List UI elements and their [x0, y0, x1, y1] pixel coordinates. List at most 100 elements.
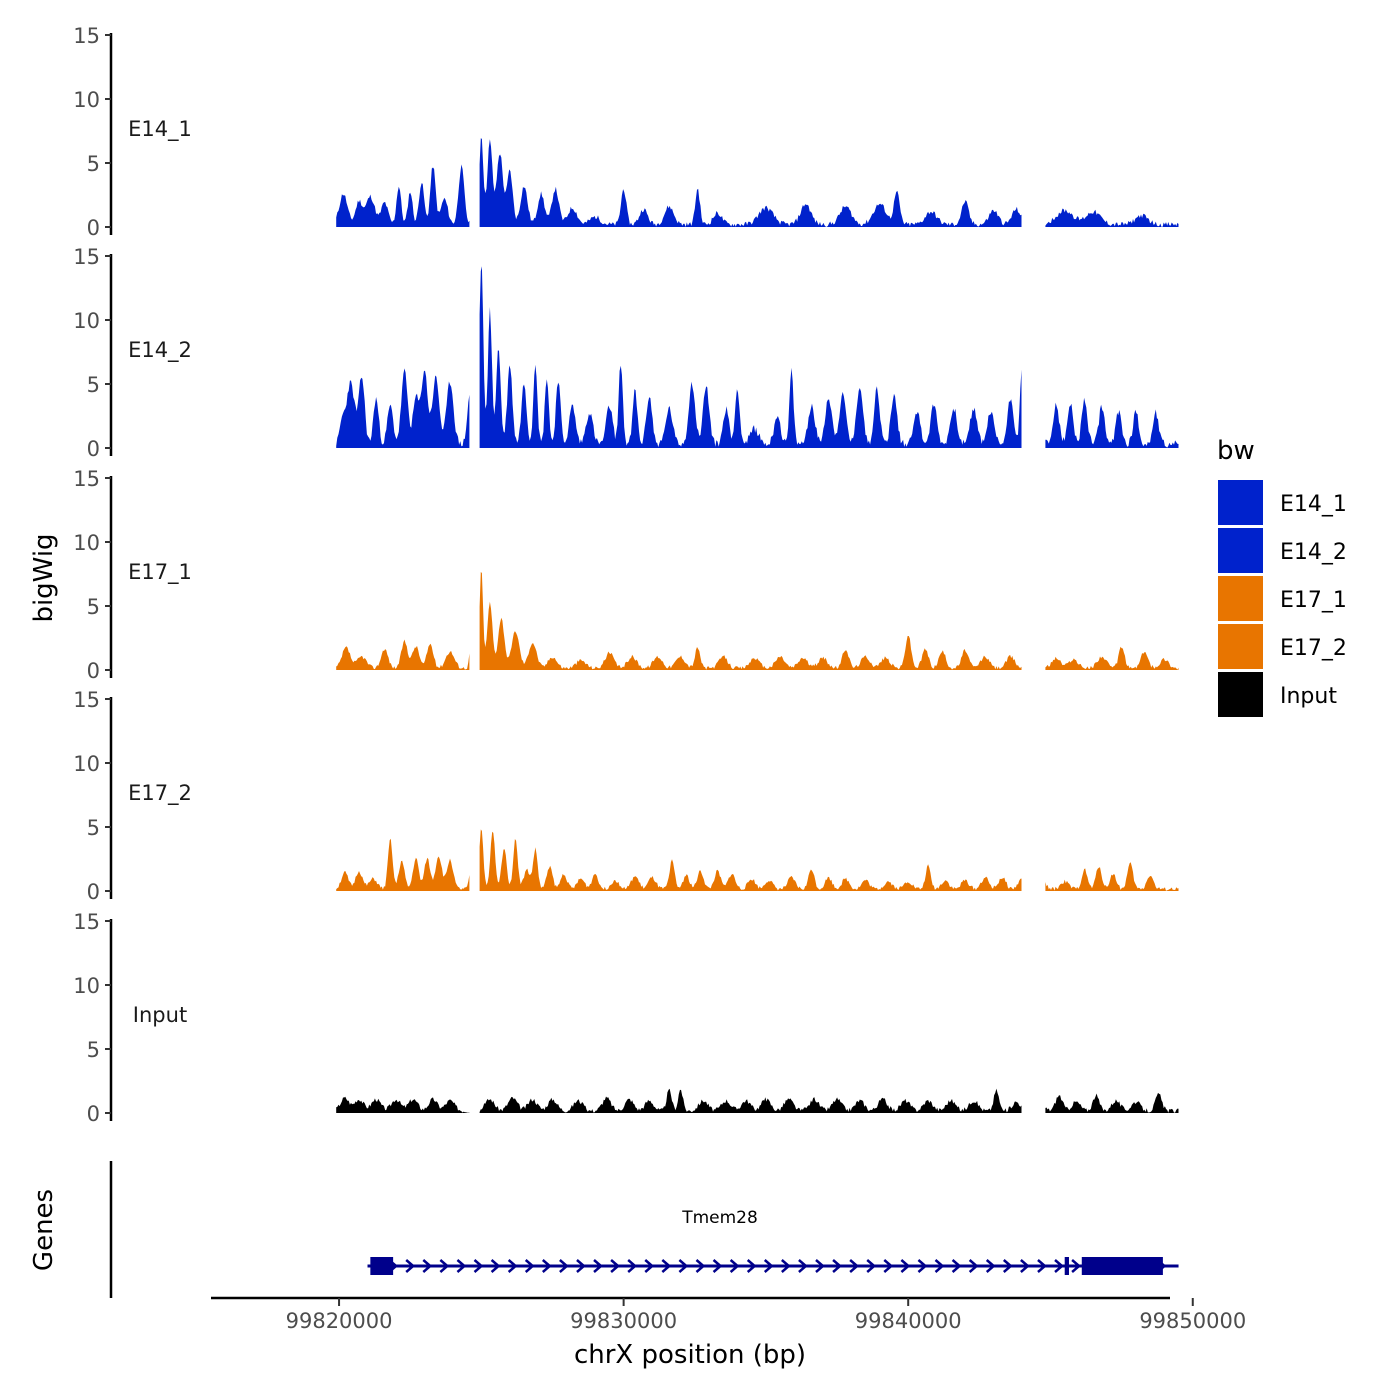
strand-arrow [576, 1259, 586, 1273]
x-axis: 99820000 99830000 99840000 99850000 chrX po… [211, 1296, 1246, 1370]
legend-swatch [1218, 480, 1263, 525]
legend-items: E14_1 E14_2 E17_1 E17_2 Input [1218, 480, 1347, 717]
strand-arrow [934, 1259, 945, 1273]
strand-arrow [746, 1259, 757, 1273]
legend-label: E17_1 [1280, 588, 1347, 613]
track-E17_2: 0 5 10 15 E17_2 [73, 688, 1179, 904]
signal-area-Input [336, 1096, 470, 1113]
legend-label: Input [1280, 684, 1337, 709]
strand-arrow [507, 1259, 518, 1273]
track-label: E17_1 [128, 560, 192, 585]
strand-arrow [524, 1259, 535, 1273]
strand-arrow [917, 1259, 928, 1273]
x-tick-label: 99830000 [570, 1309, 677, 1333]
gene-exon [370, 1257, 394, 1275]
signal-area-E17_1 [1045, 646, 1179, 670]
legend-item-Input: Input [1218, 672, 1337, 717]
legend-label: E17_2 [1280, 636, 1347, 661]
strand-arrow [644, 1259, 655, 1273]
strand-arrow [849, 1259, 860, 1273]
track-label: E14_2 [128, 338, 192, 363]
strand-arrow [405, 1259, 416, 1273]
strand-arrow [968, 1259, 979, 1273]
y-tick-label: 10 [73, 88, 100, 112]
y-tick-label: 15 [73, 467, 100, 491]
gene-panel: Genes Tmem28 [29, 1161, 1179, 1298]
track-Input: 0 5 10 15 Input [73, 910, 1179, 1126]
strand-arrow [541, 1259, 552, 1273]
strand-arrow [798, 1259, 808, 1273]
y-tick-label: 15 [73, 245, 100, 269]
signal-area-E14_2 [1045, 397, 1179, 448]
signal-area-E14_2 [479, 266, 1022, 448]
y-tick-label: 0 [87, 216, 100, 240]
signal-area-Input [479, 1088, 1022, 1113]
strand-arrow [712, 1259, 723, 1273]
legend-swatch [1218, 624, 1263, 669]
strand-arrow [456, 1259, 467, 1273]
y-tick-label: 10 [73, 531, 100, 555]
signal-area-E14_2 [336, 368, 470, 448]
x-axis-title: chrX position (bp) [574, 1340, 806, 1370]
track-panels: 0 5 10 15 E14_1 0 5 10 15 E14_2 0 5 10 15 E17_1 0 5 10 15 E… [73, 24, 1179, 1126]
signal-area-E17_1 [336, 639, 470, 670]
signal-area-E14_1 [479, 138, 1022, 227]
strand-arrow [900, 1259, 911, 1273]
strand-arrow [473, 1259, 484, 1273]
strand-arrow [695, 1259, 706, 1273]
signal-area-E14_1 [336, 164, 470, 227]
track-label: E17_2 [128, 781, 192, 806]
y-tick-label: 10 [73, 309, 100, 333]
y-tick-label: 0 [87, 1102, 100, 1126]
legend-swatch [1218, 672, 1263, 717]
legend-item-E14_2: E14_2 [1218, 528, 1347, 573]
signal-area-E17_2 [1045, 862, 1179, 891]
legend-label: E14_1 [1280, 492, 1347, 517]
strand-arrow [439, 1259, 450, 1273]
gene-model [367, 1257, 1179, 1275]
legend-swatch [1218, 576, 1263, 621]
strand-arrow [781, 1259, 791, 1273]
strand-arrow [1054, 1259, 1064, 1273]
strand-arrow [1037, 1259, 1047, 1273]
y-tick-label: 5 [87, 595, 100, 619]
legend-title: bw [1217, 436, 1255, 466]
gene-exon [1081, 1257, 1163, 1275]
y-tick-label: 10 [73, 974, 100, 998]
strand-arrow [1020, 1259, 1030, 1273]
track-label: Input [133, 1003, 187, 1027]
strand-arrow [678, 1259, 689, 1273]
strand-arrow [883, 1259, 894, 1273]
strand-arrow [866, 1259, 877, 1273]
strand-arrow [832, 1259, 842, 1273]
strand-arrow [763, 1259, 774, 1273]
genes-axis-title: Genes [29, 1189, 59, 1271]
track-E14_1: 0 5 10 15 E14_1 [73, 24, 1179, 240]
track-E14_2: 0 5 10 15 E14_2 [73, 245, 1179, 461]
strand-arrow [490, 1259, 501, 1273]
y-axis-title: bigWig [29, 533, 59, 622]
x-tick-label: 99840000 [855, 1309, 962, 1333]
y-tick-label: 15 [73, 910, 100, 934]
x-axis-ticks: 99820000 99830000 99840000 99850000 [286, 1298, 1246, 1333]
y-tick-label: 10 [73, 752, 100, 776]
x-tick-label: 99850000 [1139, 1309, 1246, 1333]
gene-exon [1064, 1257, 1069, 1275]
y-tick-label: 0 [87, 437, 100, 461]
legend-item-E17_2: E17_2 [1218, 624, 1347, 669]
signal-area-E14_1 [1045, 208, 1179, 227]
legend-item-E14_1: E14_1 [1218, 480, 1347, 525]
strand-arrow [422, 1259, 433, 1273]
signal-area-E17_1 [479, 572, 1022, 670]
y-tick-label: 5 [87, 373, 100, 397]
legend-label: E14_2 [1280, 540, 1347, 565]
strand-arrow [593, 1259, 603, 1273]
strand-arrow [729, 1259, 740, 1273]
y-tick-label: 5 [87, 816, 100, 840]
strand-arrow [815, 1259, 825, 1273]
strand-arrow [610, 1259, 621, 1273]
y-tick-label: 15 [73, 688, 100, 712]
signal-area-E17_2 [479, 829, 1022, 891]
strand-arrow [661, 1259, 672, 1273]
strand-arrow [559, 1259, 569, 1273]
